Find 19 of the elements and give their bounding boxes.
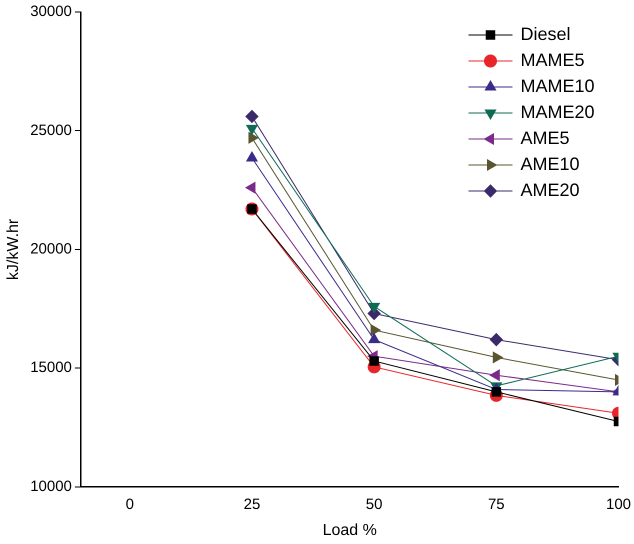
legend-label: MAME20 <box>520 102 595 122</box>
x-tick-label: 100 <box>606 496 631 513</box>
y-tick-label: 20000 <box>30 240 72 258</box>
x-tick-label: 75 <box>488 496 505 513</box>
x-tick-label: 0 <box>126 496 134 513</box>
legend-label: Diesel <box>520 24 571 44</box>
legend-label: AME5 <box>520 128 570 148</box>
legend-label: AME10 <box>520 154 580 174</box>
legend-label: MAME10 <box>520 76 595 96</box>
y-tick-label: 15000 <box>30 359 72 376</box>
y-tick-label: 25000 <box>30 122 72 139</box>
legend-label: MAME5 <box>520 50 584 70</box>
x-tick-label: 25 <box>244 496 260 513</box>
legend-label: AME20 <box>520 180 580 200</box>
x-axis-title: Load % <box>322 522 377 539</box>
x-tick-label: 50 <box>366 496 382 513</box>
y-tick-label: 30000 <box>30 3 72 20</box>
y-axis-title: kJ/kW.hr <box>5 218 22 280</box>
y-tick-label: 10000 <box>30 478 72 495</box>
